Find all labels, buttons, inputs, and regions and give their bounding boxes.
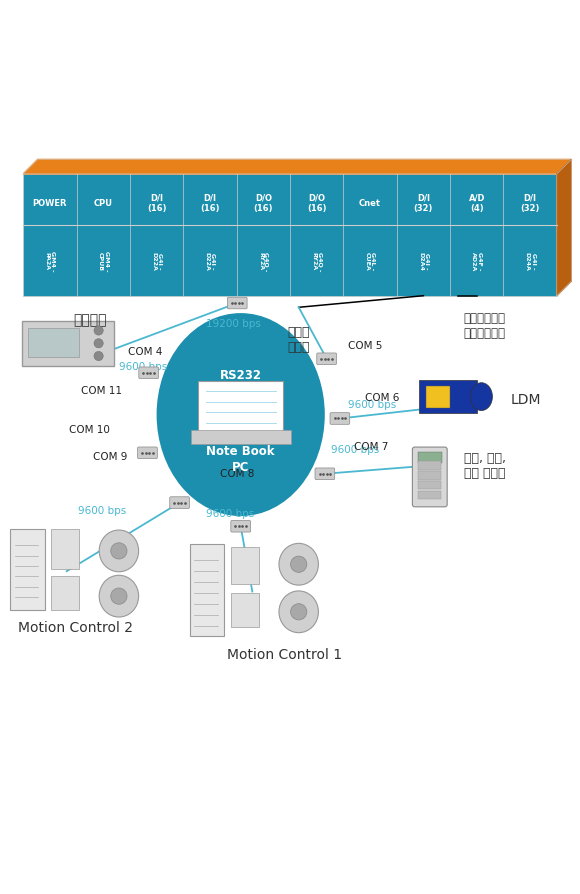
Text: COM 11: COM 11: [81, 385, 122, 395]
Text: Motion Control 1: Motion Control 1: [227, 647, 342, 661]
Text: G4Q -
RY2A: G4Q - RY2A: [258, 251, 269, 271]
FancyBboxPatch shape: [231, 547, 259, 585]
FancyBboxPatch shape: [139, 367, 158, 379]
Text: RS232
Multi-8 Port: RS232 Multi-8 Port: [201, 369, 280, 398]
FancyBboxPatch shape: [231, 521, 251, 533]
Text: G4L -
CUEA: G4L - CUEA: [365, 252, 375, 271]
Text: Motion Control 2: Motion Control 2: [18, 620, 133, 635]
Text: D/I
(32): D/I (32): [414, 193, 433, 213]
FancyBboxPatch shape: [190, 544, 224, 637]
Ellipse shape: [157, 314, 325, 517]
FancyBboxPatch shape: [315, 468, 335, 480]
Text: 9600 bps: 9600 bps: [119, 362, 167, 372]
FancyBboxPatch shape: [10, 530, 45, 611]
FancyBboxPatch shape: [418, 471, 441, 480]
FancyBboxPatch shape: [51, 577, 79, 611]
Ellipse shape: [291, 604, 307, 620]
Circle shape: [94, 352, 103, 361]
Text: COM 7: COM 7: [354, 442, 388, 452]
Text: D/O
(16): D/O (16): [253, 193, 273, 213]
Text: G4Q -
RY2A: G4Q - RY2A: [311, 251, 322, 271]
Text: 레이더수위계
초음파수위계: 레이더수위계 초음파수위계: [463, 311, 505, 340]
FancyBboxPatch shape: [137, 448, 157, 460]
Text: D/O
(16): D/O (16): [307, 193, 327, 213]
Text: COM 10: COM 10: [70, 425, 110, 434]
Text: D/I
(32): D/I (32): [520, 193, 540, 213]
Text: Cnet: Cnet: [359, 198, 381, 207]
FancyBboxPatch shape: [317, 354, 336, 365]
Text: LDM: LDM: [510, 392, 541, 407]
FancyBboxPatch shape: [170, 497, 190, 509]
Ellipse shape: [111, 588, 127, 604]
FancyBboxPatch shape: [191, 431, 291, 444]
Ellipse shape: [99, 576, 139, 618]
FancyBboxPatch shape: [22, 321, 114, 367]
Text: G4I -
D22A: G4I - D22A: [205, 251, 215, 271]
Text: 19200 bps: 19200 bps: [206, 318, 261, 329]
FancyBboxPatch shape: [418, 481, 441, 490]
Text: 기온, 습도,
기압 검출기: 기온, 습도, 기압 검출기: [464, 451, 506, 479]
Text: D/I
(16): D/I (16): [200, 193, 220, 213]
Text: 9600 bps: 9600 bps: [78, 506, 126, 516]
Ellipse shape: [279, 591, 318, 633]
FancyBboxPatch shape: [418, 491, 441, 500]
FancyBboxPatch shape: [198, 382, 283, 434]
Text: G4I -
D22A: G4I - D22A: [151, 251, 162, 271]
Text: G4F -
AD2A: G4F - AD2A: [472, 251, 482, 271]
FancyBboxPatch shape: [418, 461, 441, 470]
Polygon shape: [557, 160, 571, 297]
FancyBboxPatch shape: [23, 174, 557, 297]
Ellipse shape: [470, 384, 492, 411]
Text: COM 9: COM 9: [93, 451, 128, 462]
Text: POWER: POWER: [32, 198, 67, 207]
Text: D/I
(16): D/I (16): [147, 193, 166, 213]
Text: Note Book
PC: Note Book PC: [206, 444, 275, 473]
FancyBboxPatch shape: [28, 328, 79, 358]
Text: 9600 bps: 9600 bps: [331, 444, 379, 454]
FancyBboxPatch shape: [231, 594, 259, 628]
Circle shape: [94, 339, 103, 349]
Text: COM 5: COM 5: [348, 341, 382, 350]
Ellipse shape: [279, 544, 318, 586]
Text: G4I -
D24A: G4I - D24A: [525, 251, 535, 271]
FancyBboxPatch shape: [419, 381, 477, 413]
Text: A/D
(4): A/D (4): [469, 193, 485, 213]
Polygon shape: [23, 160, 571, 174]
FancyBboxPatch shape: [412, 448, 447, 507]
FancyBboxPatch shape: [51, 530, 79, 569]
FancyBboxPatch shape: [227, 298, 247, 309]
Ellipse shape: [291, 556, 307, 573]
Text: 경사도계: 경사도계: [73, 313, 107, 326]
Circle shape: [94, 326, 103, 336]
Text: COM 8: COM 8: [220, 468, 255, 478]
Ellipse shape: [99, 530, 139, 572]
FancyBboxPatch shape: [426, 386, 450, 409]
Text: CPU: CPU: [94, 198, 113, 207]
Text: GM4 -
PA2A: GM4 - PA2A: [45, 251, 55, 272]
Text: COM 6: COM 6: [365, 392, 400, 403]
FancyBboxPatch shape: [330, 413, 350, 425]
Text: GM4 -
CPUB: GM4 - CPUB: [98, 251, 108, 272]
Text: 9600 bps: 9600 bps: [206, 509, 254, 519]
Text: 9600 bps: 9600 bps: [348, 399, 396, 409]
Text: COM 4: COM 4: [128, 346, 162, 357]
Ellipse shape: [111, 544, 127, 560]
Text: 부자식
수위계: 부자식 수위계: [288, 325, 310, 354]
FancyBboxPatch shape: [418, 452, 442, 463]
Text: G4I -
D2A4: G4I - D2A4: [418, 251, 429, 271]
